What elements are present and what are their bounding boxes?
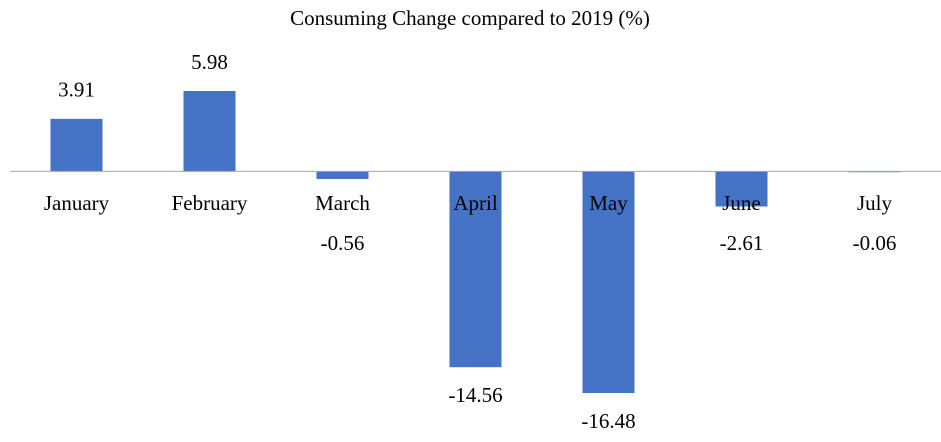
- value-label: -2.61: [720, 231, 764, 255]
- bar: [50, 118, 103, 172]
- x-tick-label: January: [44, 191, 110, 215]
- x-tick-label: June: [722, 191, 761, 215]
- value-label: 3.91: [58, 78, 95, 102]
- x-tick-label: July: [857, 191, 893, 215]
- x-tick-label: March: [315, 191, 370, 215]
- bar: [183, 91, 236, 172]
- value-label: -16.48: [581, 409, 635, 433]
- bar: [316, 171, 369, 179]
- bar: [449, 171, 502, 368]
- bar: [582, 171, 635, 393]
- x-tick-label: April: [453, 191, 497, 215]
- value-label: -14.56: [448, 383, 502, 407]
- value-label: -0.06: [853, 231, 897, 255]
- chart-title: Consuming Change compared to 2019 (%): [290, 6, 650, 30]
- value-label: 5.98: [191, 50, 228, 74]
- x-tick-label: May: [589, 191, 628, 215]
- value-label: -0.56: [321, 231, 365, 255]
- x-tick-label: February: [172, 191, 248, 215]
- bar: [715, 171, 768, 207]
